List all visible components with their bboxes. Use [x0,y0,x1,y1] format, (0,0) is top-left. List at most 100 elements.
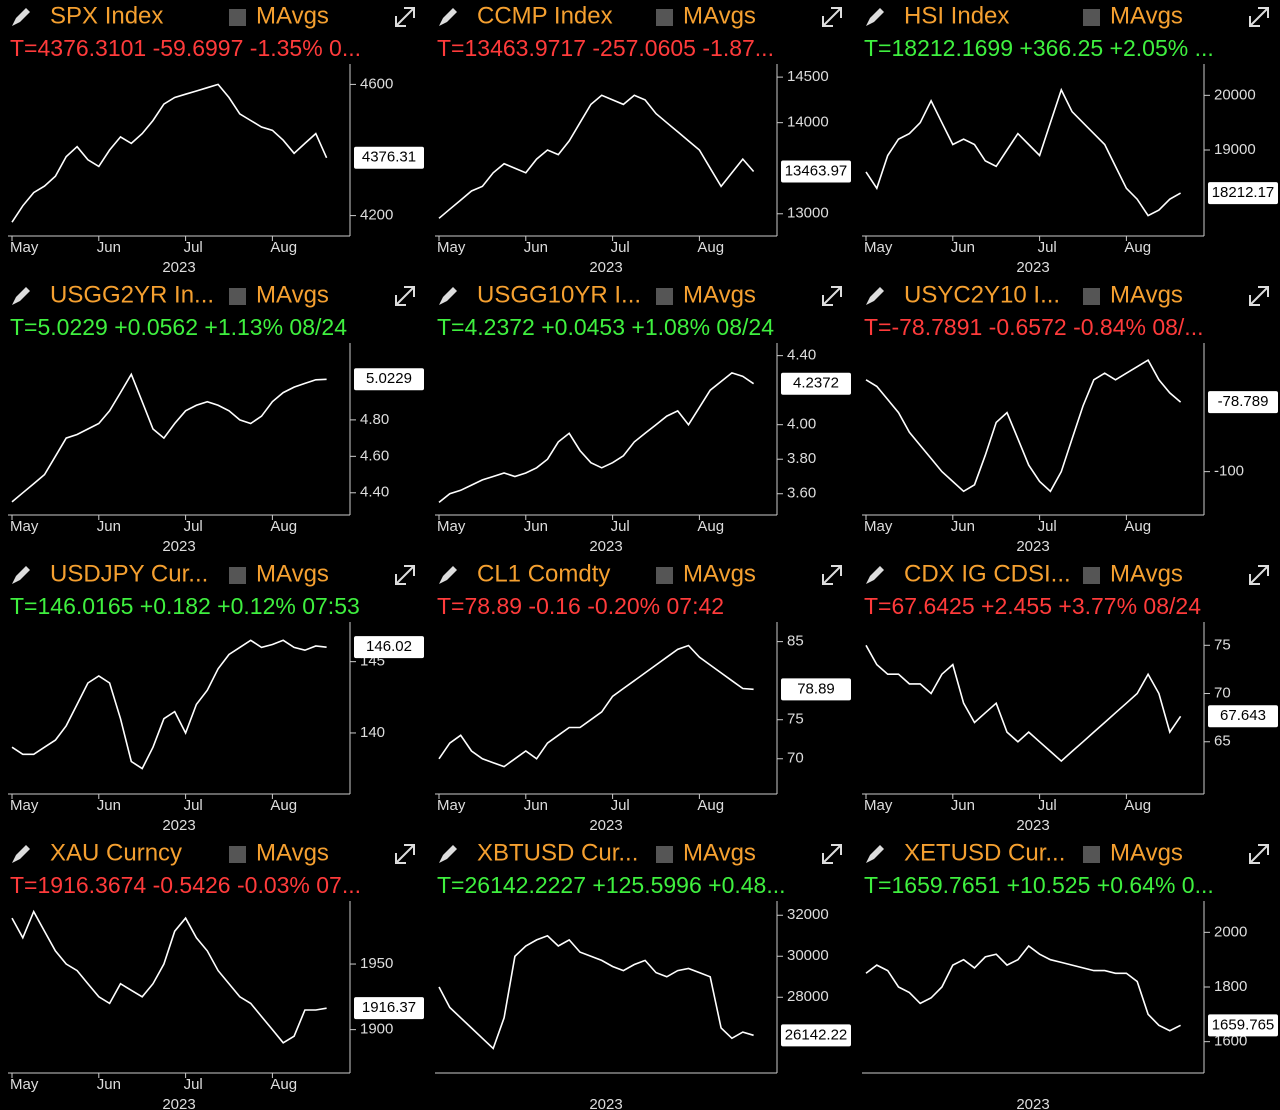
x-axis-label: 2023 [1016,1096,1049,1110]
chart-panel: SPX Index MAvgs T=4376.3101 -59.6997 -1.35… [8,2,424,276]
legend-label[interactable]: MAvgs [256,2,329,29]
x-tick-label: Jul [1038,797,1057,814]
last-price-tag [354,368,424,391]
x-tick-label: May [864,797,893,814]
edit-icon[interactable] [439,566,457,584]
legend-checkbox[interactable] [1083,9,1100,26]
y-tick-label: 75 [1214,636,1231,653]
legend-checkbox[interactable] [656,288,673,305]
edit-icon[interactable] [866,287,884,305]
last-price-label: 1659.765 [1212,1016,1275,1033]
x-tick-label: Aug [270,239,297,256]
x-tick-label: Jun [524,797,548,814]
legend-label[interactable]: MAvgs [1110,560,1183,587]
chart-title: USGG2YR In... [50,281,214,308]
y-tick-label: 30000 [787,947,829,964]
last-price-tag [781,678,851,701]
edit-icon[interactable] [439,287,457,305]
last-price-label: 146.02 [366,638,412,655]
x-tick-label: May [864,239,893,256]
last-price-label: -78.789 [1218,393,1269,410]
x-tick-label: Jul [184,518,203,535]
expand-icon[interactable] [822,844,842,864]
y-tick-label: 32000 [787,906,829,923]
price-line [438,644,754,768]
y-tick-label: 65 [1214,733,1231,750]
legend-checkbox[interactable] [656,846,673,863]
expand-icon[interactable] [395,844,415,864]
last-price-tag [781,160,851,183]
last-price-tag [354,636,424,659]
legend-checkbox[interactable] [1083,846,1100,863]
legend-checkbox[interactable] [229,846,246,863]
legend-checkbox[interactable] [656,567,673,584]
expand-icon[interactable] [1249,7,1269,27]
chart-title: CCMP Index [477,2,613,29]
quote-line: T=1916.3674 -0.5426 -0.03% 07... [10,872,361,898]
quote-line: T=5.0229 +0.0562 +1.13% 08/24 [10,314,347,340]
expand-icon[interactable] [1249,565,1269,585]
edit-icon[interactable] [12,845,30,863]
legend-checkbox[interactable] [1083,567,1100,584]
chart-panel: HSI Index MAvgs T=18212.1699 +366.25 +2.05… [862,2,1278,276]
x-tick-label: Aug [270,1076,297,1093]
y-tick-label: 4.00 [787,416,816,433]
expand-icon[interactable] [1249,286,1269,306]
expand-icon[interactable] [822,286,842,306]
expand-icon[interactable] [395,565,415,585]
edit-icon[interactable] [439,8,457,26]
chart-title: USDJPY Cur... [50,560,208,587]
chart-title: USGG10YR I... [477,281,641,308]
legend-checkbox[interactable] [229,9,246,26]
quote-line: T=1659.7651 +10.525 +0.64% 0... [864,872,1214,898]
chart-panel: CDX IG CDSI... MAvgs T=67.6425 +2.455 +3.7… [862,560,1278,834]
edit-icon[interactable] [866,566,884,584]
legend-checkbox[interactable] [229,288,246,305]
chart-title: SPX Index [50,2,163,29]
legend-label[interactable]: MAvgs [256,281,329,308]
expand-icon[interactable] [822,565,842,585]
chart-title: USYC2Y10 I... [904,281,1060,308]
price-line [438,372,755,504]
edit-icon[interactable] [866,845,884,863]
chart-panel: USGG2YR In... MAvgs T=5.0229 +0.0562 +1.13… [8,281,424,555]
legend-label[interactable]: MAvgs [683,560,756,587]
x-tick-label: Aug [1124,518,1151,535]
x-tick-label: May [437,797,466,814]
y-tick-label: 75 [787,711,804,728]
x-tick-label: Aug [1124,239,1151,256]
edit-icon[interactable] [866,8,884,26]
last-price-label: 1916.37 [362,999,416,1016]
legend-label[interactable]: MAvgs [256,839,329,866]
legend-label[interactable]: MAvgs [1110,2,1183,29]
y-tick-label: 1600 [1214,1033,1247,1050]
legend-checkbox[interactable] [656,9,673,26]
legend-label[interactable]: MAvgs [1110,281,1183,308]
edit-icon[interactable] [12,8,30,26]
expand-icon[interactable] [395,7,415,27]
y-tick-label: 4.80 [360,411,389,428]
expand-icon[interactable] [1249,844,1269,864]
x-axis-label: 2023 [589,259,622,276]
legend-label[interactable]: MAvgs [1110,839,1183,866]
legend-checkbox[interactable] [229,567,246,584]
legend-label[interactable]: MAvgs [683,839,756,866]
quote-line: T=13463.9717 -257.0605 -1.87... [437,35,774,61]
legend-label[interactable]: MAvgs [256,560,329,587]
edit-icon[interactable] [12,566,30,584]
y-tick-label: -100 [1214,463,1244,480]
legend-label[interactable]: MAvgs [683,281,756,308]
edit-icon[interactable] [439,845,457,863]
edit-icon[interactable] [12,287,30,305]
y-tick-label: 3.60 [787,485,816,502]
x-axis-label: 2023 [589,1096,622,1110]
quote-line: T=4376.3101 -59.6997 -1.35% 0... [10,35,361,61]
quote-line: T=4.2372 +0.0453 +1.08% 08/24 [437,314,774,340]
legend-checkbox[interactable] [1083,288,1100,305]
legend-label[interactable]: MAvgs [683,2,756,29]
expand-icon[interactable] [822,7,842,27]
price-line [865,944,1181,1032]
quote-line: T=67.6425 +2.455 +3.77% 08/24 [864,593,1201,619]
expand-icon[interactable] [395,286,415,306]
x-tick-label: Jul [184,239,203,256]
